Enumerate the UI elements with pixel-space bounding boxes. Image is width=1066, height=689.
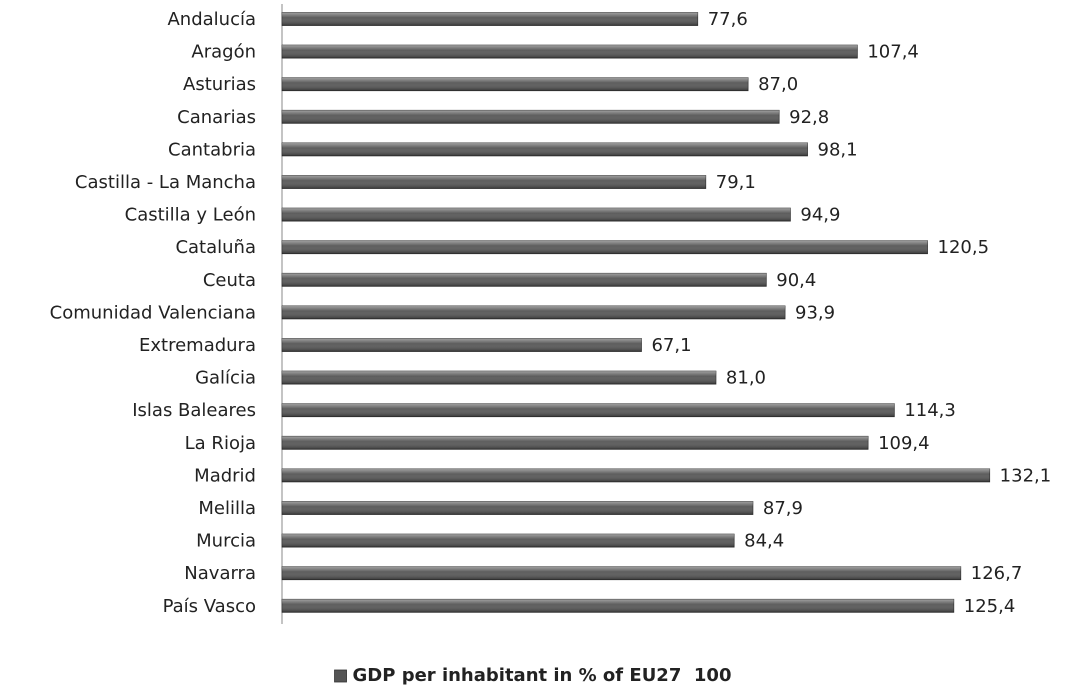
bar-shine [282,142,808,156]
value-label: 77,6 [708,9,748,30]
category-label: País Vasco [163,596,256,617]
category-label: Cataluña [175,237,256,258]
legend-swatch [334,669,347,683]
bar-shine [282,566,961,580]
value-label: 84,4 [744,531,784,552]
bar-shine [282,403,895,417]
value-label: 132,1 [1000,465,1052,486]
bar-shine [282,305,786,319]
category-label: Murcia [196,531,256,552]
value-label: 92,8 [789,107,829,128]
category-label: Ceuta [203,270,256,291]
bar-shine [282,371,716,385]
category-label: Cantabria [168,139,256,160]
bar-shine [282,338,642,352]
value-label: 90,4 [776,270,816,291]
category-label: Asturias [183,74,256,95]
value-label: 126,7 [971,563,1023,584]
value-label: 114,3 [904,400,956,421]
value-label: 107,4 [867,42,919,63]
value-label: 81,0 [726,368,766,389]
category-label: Madrid [194,465,256,486]
category-label: La Rioja [185,433,256,454]
category-label: Aragón [191,42,256,63]
category-label: Extremadura [139,335,256,356]
bar-shine [282,240,928,254]
value-label: 67,1 [651,335,691,356]
bar-shine [282,12,698,26]
category-label: Andalucía [167,9,256,30]
value-label: 120,5 [938,237,990,258]
category-label: Navarra [184,563,256,584]
value-label: 98,1 [818,139,858,160]
value-label: 109,4 [878,433,930,454]
category-label: Galícia [195,368,256,389]
category-label: Comunidad Valenciana [50,302,256,323]
bar-shine [282,436,869,450]
category-label: Castilla y León [125,205,256,226]
category-label: Castilla - La Mancha [75,172,256,193]
value-label: 125,4 [964,596,1016,617]
value-label: 94,9 [800,205,840,226]
bar-shine [282,110,780,124]
bar-shine [282,77,749,91]
bar-shine [282,45,858,59]
value-label: 79,1 [716,172,756,193]
category-label: Islas Baleares [132,400,256,421]
category-label: Canarias [177,107,256,128]
value-label: 93,9 [795,302,835,323]
bar-shine [282,501,753,515]
bar-shine [282,208,791,222]
value-label: 87,9 [763,498,803,519]
value-label: 87,0 [758,74,798,95]
category-label: Melilla [198,498,256,519]
bar-shine [282,599,954,613]
bar-shine [282,534,735,548]
legend-label: GDP per inhabitant in % of EU27 100 [353,665,732,686]
bar-shine [282,273,767,287]
bar-shine [282,468,990,482]
bar-shine [282,175,706,189]
